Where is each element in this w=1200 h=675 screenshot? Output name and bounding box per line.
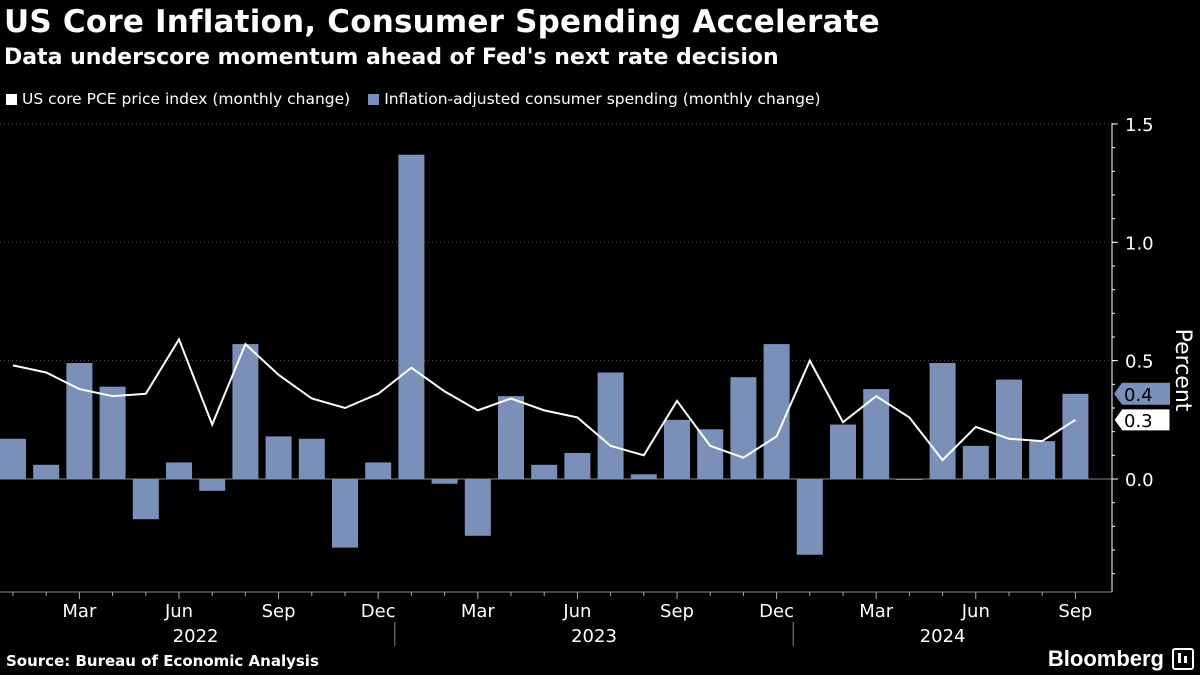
- spending-bar: [464, 479, 491, 536]
- spending-bar: [597, 372, 624, 479]
- spending-bar: [896, 479, 923, 480]
- spending-bar: [132, 479, 159, 520]
- spending-bar: [564, 452, 591, 479]
- x-month-label: Mar: [461, 601, 496, 622]
- spending-bar: [298, 438, 325, 479]
- core-pce-line: [12, 337, 1076, 462]
- legend-item-spending: Inflation-adjusted consumer spending (mo…: [368, 90, 821, 108]
- y-tick-label: 0.5: [1125, 352, 1154, 373]
- spending-bar: [365, 462, 392, 479]
- legend-item-core-pce: US core PCE price index (monthly change): [6, 90, 350, 108]
- x-month-label: Jun: [562, 601, 591, 622]
- chart-title: US Core Inflation, Consumer Spending Acc…: [4, 4, 880, 40]
- x-month-label: Dec: [759, 601, 794, 622]
- spending-bar: [697, 429, 724, 479]
- spending-bar: [0, 438, 26, 479]
- callout-shape: [1113, 408, 1171, 432]
- x-month-label: Mar: [859, 601, 894, 622]
- legend-swatch-bar: [368, 93, 380, 105]
- spending-bar: [332, 479, 358, 548]
- x-month-label: Sep: [262, 601, 296, 622]
- bloomberg-icon: [1172, 648, 1194, 670]
- spending-bar: [199, 479, 226, 491]
- spending-last-value-callout: 0.4: [1114, 382, 1170, 406]
- x-month-label: Jun: [164, 601, 193, 622]
- spending-bar: [33, 464, 60, 479]
- x-month-label: Sep: [660, 601, 694, 622]
- legend-swatch-line: [6, 93, 17, 105]
- core-pce-last-value-callout: 0.3: [1113, 408, 1171, 432]
- legend: US core PCE price index (monthly change)…: [6, 90, 839, 108]
- x-month-label: Sep: [1058, 601, 1092, 622]
- x-year-label: 2023: [571, 626, 617, 647]
- y-tick-label: 0.0: [1125, 470, 1154, 491]
- callout-shape: [1114, 382, 1170, 405]
- y-tick-label: 1.0: [1125, 233, 1154, 254]
- spending-bar: [996, 379, 1022, 479]
- spending-bar: [531, 464, 558, 479]
- spending-bar: [929, 363, 956, 479]
- source-note: Source: Bureau of Economic Analysis: [6, 652, 319, 670]
- spending-bar: [763, 344, 790, 479]
- spending-bar: [664, 419, 690, 479]
- callout-label: 0.3: [1124, 411, 1153, 432]
- spending-bar: [796, 479, 823, 555]
- spending-bar: [830, 424, 856, 479]
- x-month-label: Dec: [361, 601, 396, 622]
- brand-name: Bloomberg: [1047, 646, 1164, 671]
- x-month-label: Mar: [62, 601, 97, 622]
- callout-label: 0.4: [1124, 385, 1153, 406]
- spending-bar: [398, 154, 425, 479]
- spending-bar: [166, 462, 192, 479]
- spending-bar: [99, 386, 126, 479]
- spending-bar: [431, 479, 458, 484]
- spending-bar: [730, 377, 757, 479]
- x-month-label: Jun: [961, 601, 990, 622]
- spending-bar: [1029, 441, 1056, 479]
- legend-label-core-pce: US core PCE price index (monthly change): [22, 90, 351, 108]
- spending-bar: [962, 445, 989, 479]
- spending-bar: [498, 396, 524, 479]
- spending-bar: [630, 474, 657, 479]
- legend-label-spending: Inflation-adjusted consumer spending (mo…: [384, 90, 821, 108]
- x-year-label: 2024: [920, 626, 966, 647]
- spending-bar: [66, 363, 93, 479]
- spending-bar: [265, 436, 292, 479]
- brand-logo: Bloomberg: [1048, 646, 1194, 672]
- y-tick-label: 1.5: [1125, 115, 1154, 136]
- chart-subtitle: Data underscore momentum ahead of Fed's …: [4, 45, 779, 70]
- spending-bar: [1062, 393, 1089, 479]
- y-axis-label: Percent: [1170, 329, 1195, 412]
- x-year-label: 2022: [173, 626, 219, 647]
